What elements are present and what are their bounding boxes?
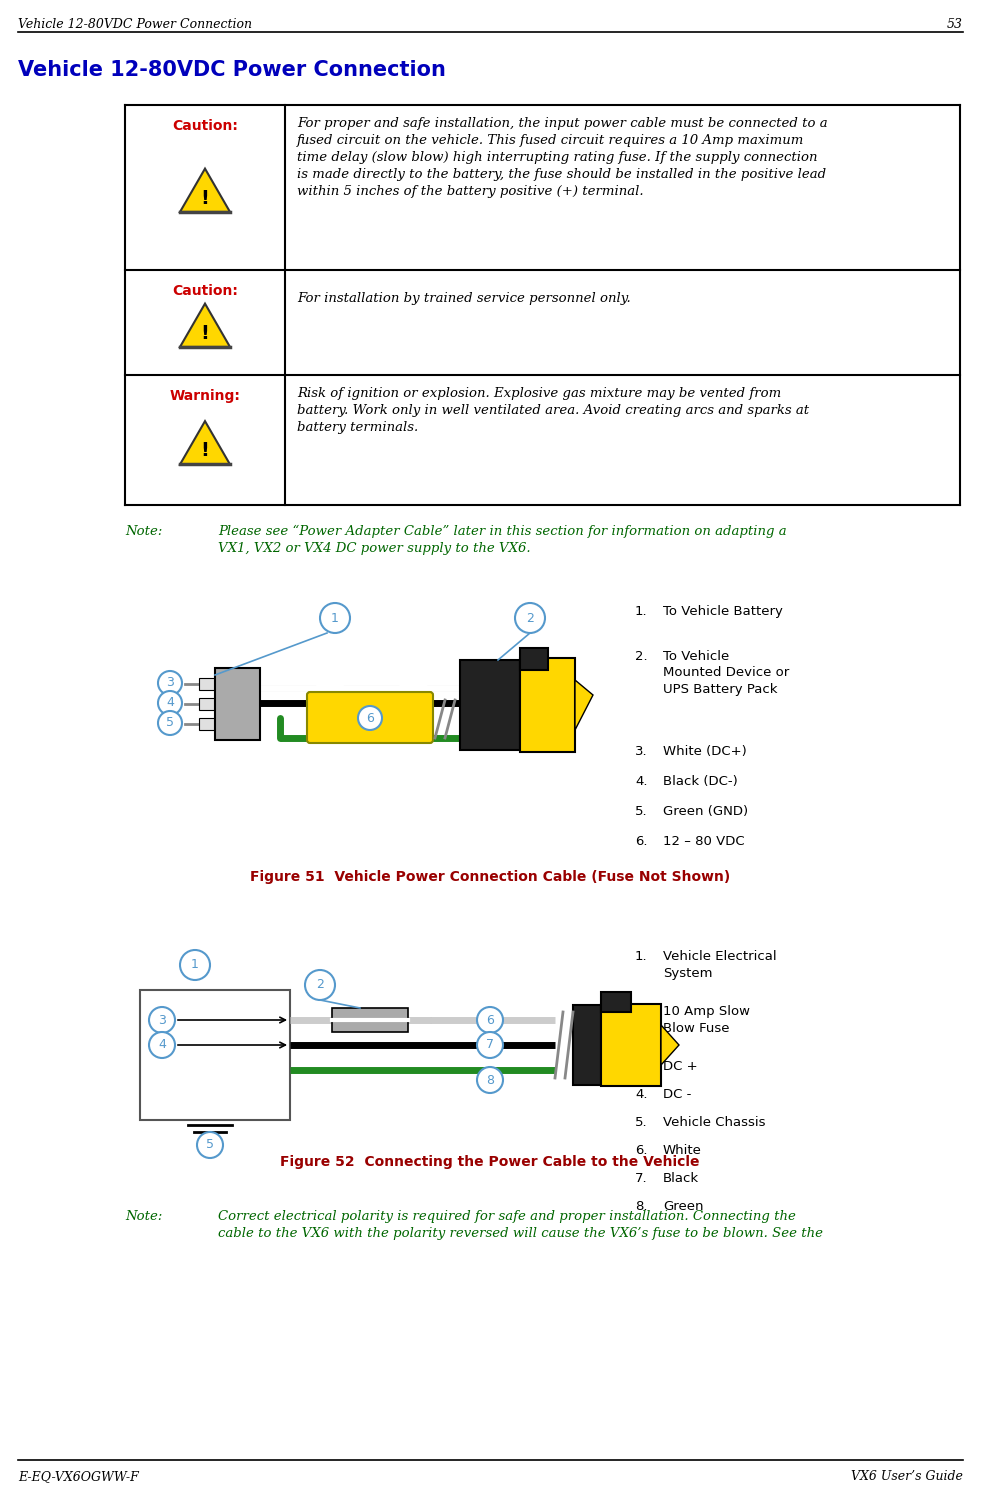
Text: 6: 6 — [486, 1014, 494, 1027]
Text: Figure 52  Connecting the Power Cable to the Vehicle: Figure 52 Connecting the Power Cable to … — [281, 1156, 699, 1169]
Bar — [199, 678, 217, 690]
Bar — [199, 699, 217, 711]
Text: 2.: 2. — [635, 1005, 647, 1018]
Polygon shape — [575, 679, 593, 730]
Text: 2.: 2. — [635, 649, 647, 663]
Circle shape — [180, 950, 210, 979]
FancyBboxPatch shape — [573, 1005, 601, 1085]
FancyBboxPatch shape — [520, 658, 575, 752]
Text: Please see “Power Adapter Cable” later in this section for information on adapti: Please see “Power Adapter Cable” later i… — [218, 526, 787, 555]
FancyBboxPatch shape — [601, 1003, 661, 1085]
Polygon shape — [180, 169, 230, 212]
Text: Caution:: Caution: — [172, 119, 238, 133]
Text: White: White — [663, 1144, 701, 1157]
Polygon shape — [180, 421, 230, 464]
Text: 4: 4 — [166, 697, 174, 709]
Text: Vehicle 12-80VDC Power Connection: Vehicle 12-80VDC Power Connection — [18, 60, 446, 81]
Text: 5: 5 — [166, 717, 174, 730]
Text: Figure 51  Vehicle Power Connection Cable (Fuse Not Shown): Figure 51 Vehicle Power Connection Cable… — [250, 870, 730, 884]
Circle shape — [149, 1006, 175, 1033]
Text: 3.: 3. — [635, 1060, 647, 1073]
Text: 3.: 3. — [635, 745, 647, 758]
Text: E-EQ-VX6OGWW-F: E-EQ-VX6OGWW-F — [18, 1471, 138, 1483]
Text: VX6 User’s Guide: VX6 User’s Guide — [852, 1471, 963, 1483]
Text: For installation by trained service personnel only.: For installation by trained service pers… — [297, 293, 631, 305]
Circle shape — [158, 670, 182, 696]
Circle shape — [320, 603, 350, 633]
FancyBboxPatch shape — [332, 1008, 408, 1032]
Text: !: ! — [200, 442, 209, 460]
Circle shape — [515, 603, 545, 633]
Text: 1.: 1. — [635, 950, 647, 963]
Text: 1: 1 — [331, 612, 339, 624]
Text: 2: 2 — [526, 612, 534, 624]
Text: Green (GND): Green (GND) — [663, 805, 749, 818]
Polygon shape — [661, 1026, 679, 1065]
Text: Risk of ignition or explosion. Explosive gas mixture may be vented from
battery.: Risk of ignition or explosion. Explosive… — [297, 387, 809, 434]
Text: 8: 8 — [486, 1073, 494, 1087]
FancyBboxPatch shape — [520, 648, 548, 670]
Text: 3: 3 — [166, 676, 174, 690]
Text: For proper and safe installation, the input power cable must be connected to a
f: For proper and safe installation, the in… — [297, 116, 828, 199]
Text: 7.: 7. — [635, 1172, 647, 1185]
Text: Black (DC-): Black (DC-) — [663, 775, 738, 788]
Text: Note:: Note: — [125, 1209, 163, 1223]
Text: Note:: Note: — [125, 526, 163, 537]
Circle shape — [477, 1067, 503, 1093]
Circle shape — [149, 1032, 175, 1059]
Text: Correct electrical polarity is required for safe and proper installation. Connec: Correct electrical polarity is required … — [218, 1209, 823, 1241]
Text: !: ! — [200, 324, 209, 343]
Text: 7: 7 — [486, 1039, 494, 1051]
Circle shape — [197, 1132, 223, 1159]
Text: 12 – 80 VDC: 12 – 80 VDC — [663, 835, 745, 848]
Text: 8.: 8. — [635, 1200, 647, 1212]
Text: 4: 4 — [158, 1039, 166, 1051]
Text: Vehicle Chassis: Vehicle Chassis — [663, 1115, 765, 1129]
Text: 5: 5 — [206, 1139, 214, 1151]
Text: 4.: 4. — [635, 775, 647, 788]
Text: 3: 3 — [158, 1014, 166, 1027]
Text: 1: 1 — [191, 959, 199, 972]
Text: Caution:: Caution: — [172, 284, 238, 299]
Text: 6.: 6. — [635, 835, 647, 848]
Circle shape — [158, 711, 182, 735]
Text: !: ! — [200, 190, 209, 208]
Text: DC +: DC + — [663, 1060, 697, 1073]
Text: 5.: 5. — [635, 1115, 647, 1129]
Text: To Vehicle Battery: To Vehicle Battery — [663, 605, 783, 618]
Text: 5.: 5. — [635, 805, 647, 818]
Circle shape — [358, 706, 382, 730]
Circle shape — [477, 1032, 503, 1059]
Polygon shape — [180, 303, 230, 346]
Bar — [199, 718, 217, 730]
Circle shape — [305, 970, 335, 1000]
Text: 6.: 6. — [635, 1144, 647, 1157]
Text: Black: Black — [663, 1172, 699, 1185]
FancyBboxPatch shape — [601, 991, 631, 1012]
Text: White (DC+): White (DC+) — [663, 745, 747, 758]
Text: 10 Amp Slow
Blow Fuse: 10 Amp Slow Blow Fuse — [663, 1005, 750, 1035]
Text: Vehicle 12-80VDC Power Connection: Vehicle 12-80VDC Power Connection — [18, 18, 252, 31]
Text: 53: 53 — [947, 18, 963, 31]
FancyBboxPatch shape — [140, 990, 290, 1120]
FancyBboxPatch shape — [215, 667, 260, 741]
Text: Warning:: Warning: — [170, 390, 240, 403]
Circle shape — [158, 691, 182, 715]
FancyBboxPatch shape — [460, 660, 520, 749]
Text: 4.: 4. — [635, 1088, 647, 1100]
Text: Vehicle Electrical
System: Vehicle Electrical System — [663, 950, 777, 979]
FancyBboxPatch shape — [307, 691, 433, 744]
Text: 2: 2 — [316, 978, 324, 991]
Text: Green: Green — [663, 1200, 703, 1212]
Text: 6: 6 — [366, 712, 374, 724]
Text: DC -: DC - — [663, 1088, 692, 1100]
Text: To Vehicle
Mounted Device or
UPS Battery Pack: To Vehicle Mounted Device or UPS Battery… — [663, 649, 790, 696]
Text: 1.: 1. — [635, 605, 647, 618]
Circle shape — [477, 1006, 503, 1033]
